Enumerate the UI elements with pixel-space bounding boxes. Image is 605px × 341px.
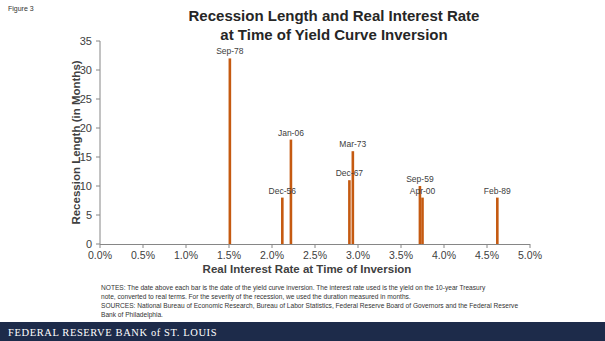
footer-band <box>0 322 605 341</box>
note: SOURCES: National Bureau of Economic Res… <box>101 302 518 309</box>
bar-label: Dec-67 <box>336 168 364 178</box>
y-tick <box>96 186 100 187</box>
y-tick <box>96 215 100 216</box>
x-tick-label: 3.5% <box>389 249 413 261</box>
bar <box>496 198 499 244</box>
bar-label: Sep-59 <box>406 174 434 184</box>
x-tick-label: 2.0% <box>260 249 284 261</box>
x-tick <box>358 244 359 248</box>
x-tick <box>100 244 101 248</box>
y-tick <box>96 157 100 158</box>
x-tick <box>530 244 531 248</box>
y-tick <box>96 128 100 129</box>
title: Recession Length and Real Interest Rate <box>189 7 480 24</box>
x-tick-label: 4.0% <box>432 249 456 261</box>
x-tick-label: 5.0% <box>518 249 542 261</box>
bar-label: Apr-00 <box>410 186 436 196</box>
note: Bank of Philadelphia. <box>101 311 163 319</box>
bar-label: Sep-78 <box>216 46 244 56</box>
bar-label: Feb-89 <box>484 186 511 196</box>
x-tick <box>444 244 445 248</box>
x-tick <box>229 244 230 248</box>
bar <box>229 58 232 244</box>
note: note, converted to real terms. For the s… <box>101 293 411 301</box>
y-tick <box>96 41 100 42</box>
bar-label: Dec-56 <box>269 186 297 196</box>
chart: Figure 3 Recession Length and Real Intere… <box>0 0 605 341</box>
bars <box>229 58 499 244</box>
figure-label: Figure 3 <box>8 5 34 13</box>
bar <box>281 198 284 244</box>
y-axis <box>100 41 101 244</box>
bar <box>421 198 424 244</box>
x-tick-label: 4.5% <box>475 249 499 261</box>
note: NOTES: The date above each bar is the da… <box>101 284 486 292</box>
x-axis-label: Real Interest Rate at Time of Inversion <box>203 263 412 275</box>
x-tick <box>186 244 187 248</box>
x-tick <box>315 244 316 248</box>
y-tick <box>96 244 100 245</box>
x-tick-label: 1.5% <box>217 249 241 261</box>
x-tick <box>272 244 273 248</box>
bar <box>352 151 355 244</box>
bar-label: Jan-06 <box>278 128 304 138</box>
x-tick-label: 0.0% <box>88 249 112 261</box>
x-tick-label: 2.5% <box>303 249 327 261</box>
y-tick <box>96 99 100 100</box>
title: at Time of Yield Curve Inversion <box>220 26 447 43</box>
background <box>0 0 605 341</box>
x-tick <box>143 244 144 248</box>
y-tick <box>96 70 100 71</box>
x-tick <box>401 244 402 248</box>
y-tick-label: 5 <box>86 209 92 221</box>
bar <box>348 180 351 244</box>
bar-label: Mar-73 <box>339 139 366 149</box>
x-tick-label: 0.5% <box>131 249 155 261</box>
x-tick <box>487 244 488 248</box>
x-tick-label: 3.0% <box>346 249 370 261</box>
x-tick-label: 1.0% <box>174 249 198 261</box>
footer: FEDERAL RESERVE BANK of ST. LOUIS <box>8 327 217 338</box>
y-tick-label: 35 <box>80 35 92 47</box>
y-axis-label: Recession Length (in Months) <box>70 60 82 224</box>
